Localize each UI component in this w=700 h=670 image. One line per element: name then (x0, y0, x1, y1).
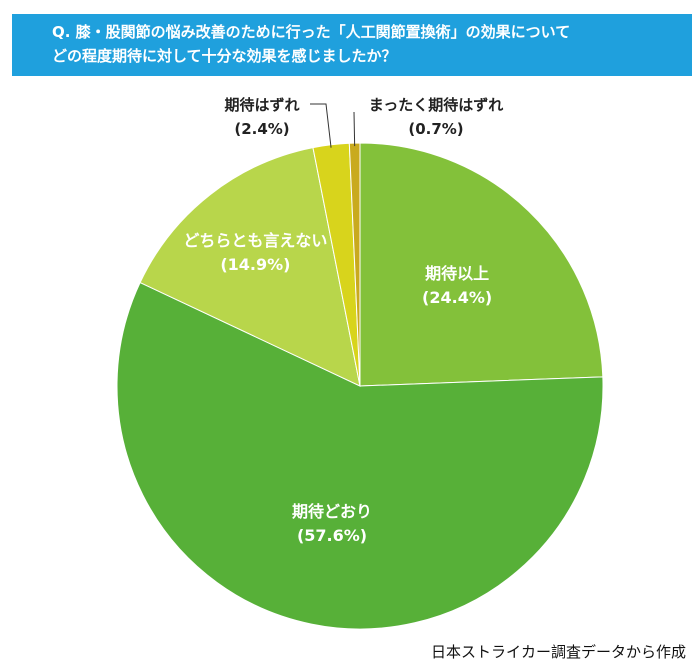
slice-label-2-line-2: (57.6%) (297, 526, 367, 545)
leader-line-5 (353, 111, 356, 147)
slice-label-5-line-1: まったく期待はずれ (369, 96, 503, 114)
question-title-line-1: Q. 膝・股関節の悩み改善のために行った「人工関節置換術」の効果について (52, 23, 571, 41)
question-title-bar: Q. 膝・股関節の悩み改善のために行った「人工関節置換術」の効果について どの程… (12, 14, 692, 76)
slice-label-2-line-1: 期待どおり (292, 502, 372, 521)
slice-label-5-line-2: (0.7%) (408, 120, 463, 138)
question-title-line-2: どの程度期待に対して十分な効果を感じましたか？ (52, 47, 397, 65)
slice-label-3-line-1: どちらとも言えない (183, 231, 327, 250)
pie-slice-3 (139, 147, 361, 387)
pie-slice-1 (359, 142, 604, 387)
slice-label-4-line-2: (2.4%) (234, 120, 289, 138)
slice-label-1-line-1: 期待以上 (425, 264, 489, 283)
pie-slice-2 (116, 281, 604, 630)
leader-line-4 (310, 103, 332, 148)
slice-label-1-line-2: (24.4%) (422, 288, 492, 307)
slice-label-4-line-1: 期待はずれ (224, 96, 299, 114)
slice-label-3-line-2: (14.9%) (220, 255, 290, 274)
source-note: 日本ストライカー調査データから作成 (430, 643, 686, 661)
